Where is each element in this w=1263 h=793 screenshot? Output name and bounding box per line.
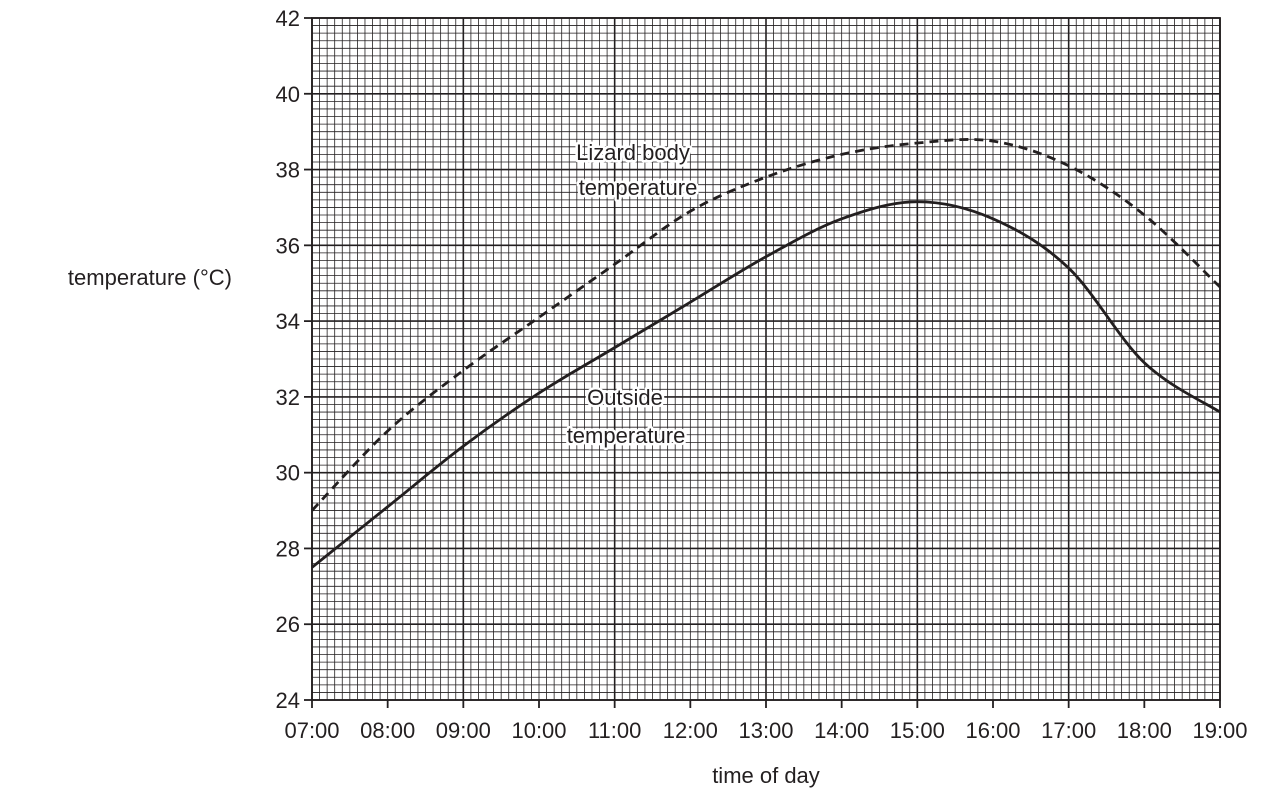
tick-labels: 24 26 28 30 32 34 36 38 40 42 07:00 08:00 09:00 10:00… (276, 6, 1248, 743)
series-label-outside-temperature: temperature (567, 423, 686, 448)
y-tick-label: 42 (276, 6, 300, 31)
x-tick-label: 12:00 (663, 718, 718, 743)
series-label-halo: temperature (567, 423, 686, 448)
x-tick-label: 18:00 (1117, 718, 1172, 743)
series-line-lizard-body-temperature (310, 138, 1221, 512)
x-tick-label: 09:00 (436, 718, 491, 743)
x-tick-label: 19:00 (1192, 718, 1247, 743)
series-label-halo: temperature (579, 175, 698, 200)
y-tick-label: 36 (276, 233, 300, 258)
x-tick-label: 11:00 (588, 718, 641, 743)
x-tick-label: 14:00 (814, 718, 869, 743)
axes (304, 17, 1221, 708)
y-tick-label: 40 (276, 82, 300, 107)
series-label-halo: Outside (587, 385, 663, 410)
x-tick-label: 07:00 (284, 718, 339, 743)
y-tick-label: 26 (276, 612, 300, 637)
series-label-outside-temperature: Outside (587, 385, 663, 410)
y-tick-label: 30 (276, 461, 300, 486)
x-axis-label: time of day (712, 763, 820, 788)
x-tick-label: 16:00 (965, 718, 1020, 743)
series-line-outside-temperature (311, 200, 1221, 569)
x-tick-label: 08:00 (360, 718, 415, 743)
series-label-lizard-body-temperature: Lizard body (576, 140, 690, 165)
x-tick-label: 17:00 (1041, 718, 1096, 743)
y-axis-label: temperature (°C) (68, 265, 232, 290)
y-tick-label: 24 (276, 688, 300, 713)
y-tick-label: 38 (276, 158, 300, 183)
y-tick-label: 28 (276, 536, 300, 561)
y-tick-label: 34 (276, 309, 300, 334)
x-tick-label: 10:00 (511, 718, 566, 743)
series-label-halo: Lizard body (576, 140, 690, 165)
x-tick-label: 15:00 (890, 718, 945, 743)
x-tick-label: 13:00 (738, 718, 793, 743)
series-label-lizard-body-temperature: temperature (579, 175, 698, 200)
series-layer (310, 138, 1221, 569)
major-gridlines (311, 17, 1221, 701)
y-tick-label: 32 (276, 385, 300, 410)
